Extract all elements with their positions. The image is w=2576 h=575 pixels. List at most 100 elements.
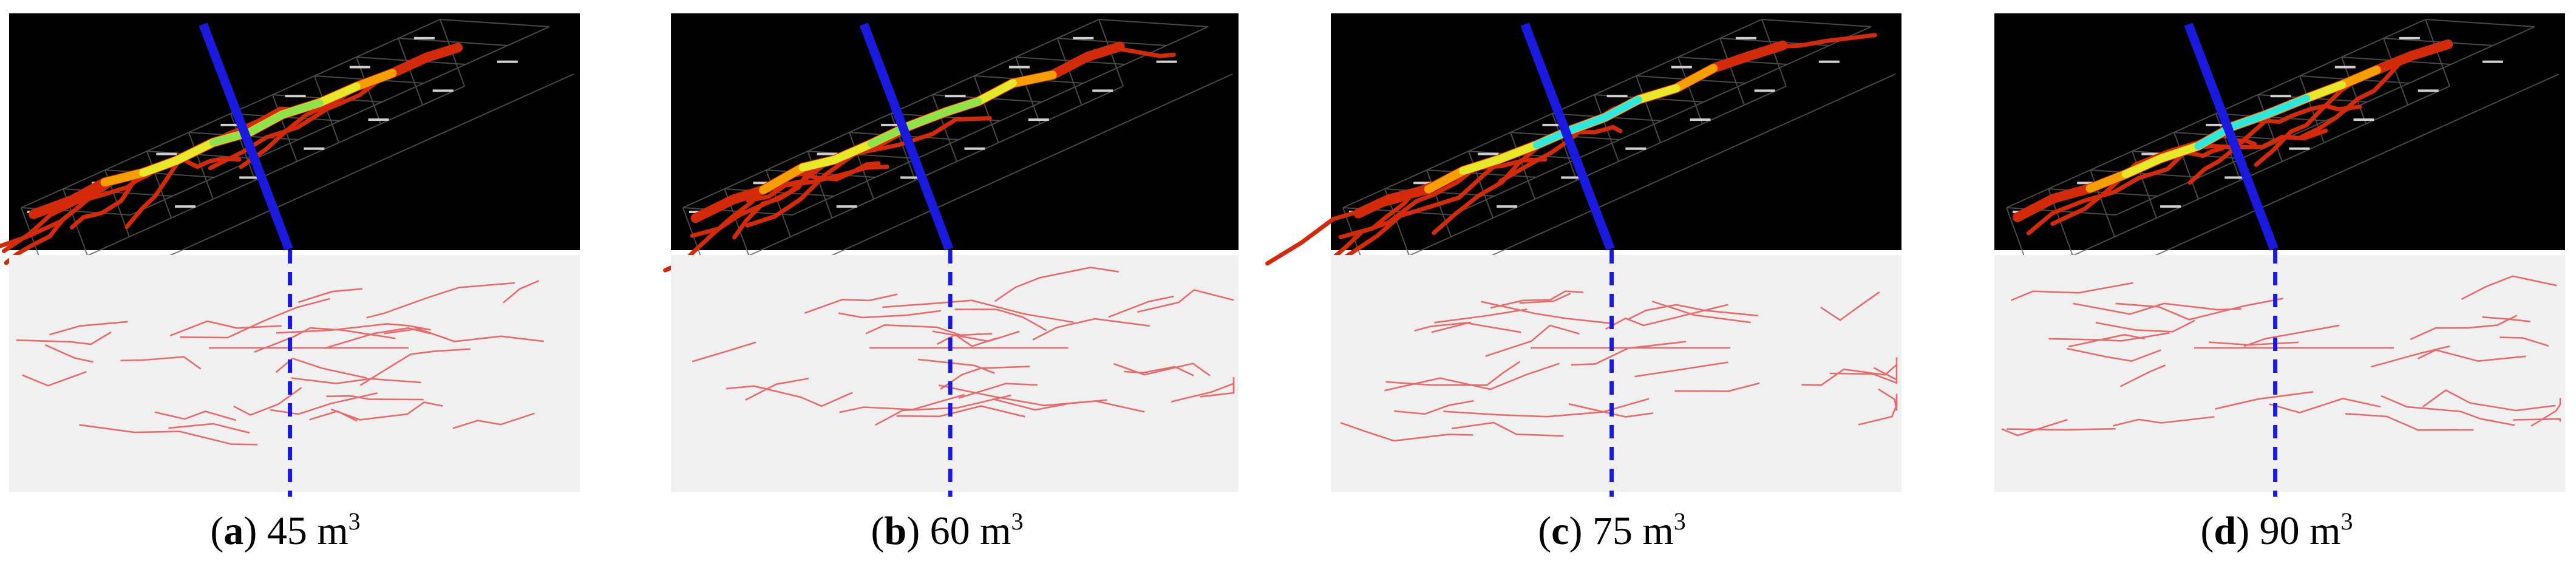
trace-line bbox=[1443, 398, 1650, 418]
trace-line bbox=[275, 357, 367, 379]
trace-line bbox=[298, 288, 362, 303]
axis-tick-mark bbox=[1028, 118, 1049, 121]
trace-line bbox=[838, 310, 941, 319]
grid-line bbox=[2383, 38, 2408, 106]
trace-line bbox=[1124, 366, 1194, 376]
trace-line bbox=[1829, 372, 1898, 384]
fracture-traces bbox=[692, 267, 1235, 426]
trace-line bbox=[49, 321, 128, 336]
axis-tick-mark bbox=[156, 152, 177, 155]
trace-line bbox=[804, 293, 898, 314]
trace-line bbox=[1434, 308, 1528, 324]
axis-tick-mark bbox=[1478, 152, 1499, 155]
wellbore-line bbox=[859, 22, 954, 251]
grid-line bbox=[1426, 169, 1537, 178]
axis-tick-mark bbox=[753, 182, 774, 185]
trace-line bbox=[324, 327, 431, 350]
fracture-branch bbox=[2254, 77, 2360, 167]
axis-tick-mark bbox=[2399, 36, 2420, 39]
trace-line bbox=[1340, 421, 1473, 442]
trace-line bbox=[1485, 324, 1580, 357]
trace-line bbox=[1414, 321, 1471, 332]
grid-edge bbox=[1476, 73, 1896, 263]
grid-line bbox=[973, 75, 999, 143]
axis-tick-mark bbox=[1092, 89, 1113, 92]
axis-tick-mark bbox=[2224, 176, 2246, 179]
trace-line bbox=[254, 327, 396, 353]
caption-unit-sup: 3 bbox=[1011, 508, 1024, 535]
grid-edge bbox=[682, 19, 1099, 208]
fracture-main-core bbox=[2194, 94, 2311, 150]
trace-line bbox=[1108, 295, 1174, 318]
trace-line bbox=[330, 401, 443, 421]
trace-line bbox=[692, 341, 756, 362]
trace-line bbox=[1571, 341, 1687, 366]
trace-line bbox=[936, 333, 997, 347]
trace-line bbox=[1873, 357, 1898, 381]
trace-line bbox=[2115, 298, 2283, 321]
caption-value: 75 m bbox=[1582, 509, 1674, 553]
trace-line bbox=[2371, 345, 2450, 368]
axis-tick-mark bbox=[1542, 123, 1563, 126]
simulation-view bbox=[671, 13, 1239, 250]
trace-line bbox=[2001, 419, 2068, 437]
trace-line bbox=[839, 393, 965, 413]
panel-c-caption: (c) 75 m3 bbox=[1327, 504, 1897, 559]
trace-line bbox=[1431, 322, 1521, 333]
axis-tick-mark bbox=[2482, 60, 2503, 63]
trace-line bbox=[502, 280, 540, 304]
panel-b bbox=[663, 13, 1239, 497]
axis-tick-mark bbox=[1073, 36, 1094, 39]
trace-line bbox=[1674, 382, 1760, 392]
grid-edge bbox=[21, 19, 441, 208]
axis-tick-mark bbox=[1606, 95, 1628, 98]
trace-line bbox=[276, 323, 431, 334]
grid-line bbox=[2090, 169, 2200, 178]
caption-close: ) bbox=[906, 509, 920, 553]
trace-line bbox=[992, 398, 1107, 411]
axis-tick-mark bbox=[2353, 118, 2374, 121]
trace-line bbox=[2007, 427, 2116, 431]
fracture-branch bbox=[732, 163, 820, 240]
caption-value: 45 m bbox=[257, 509, 348, 553]
trace-line bbox=[1628, 304, 1759, 320]
fracture-branch bbox=[745, 124, 916, 228]
trace-line bbox=[169, 320, 282, 337]
trace-line bbox=[1394, 400, 1474, 415]
axis-tick-mark bbox=[304, 147, 325, 150]
fracture-branch bbox=[1342, 150, 1514, 260]
grid-edge bbox=[130, 26, 550, 216]
trace-line bbox=[2500, 336, 2549, 347]
axis-tick-mark bbox=[2270, 95, 2291, 98]
trace-line bbox=[384, 328, 544, 342]
axis-tick-mark bbox=[1818, 60, 1840, 63]
axis-tick-mark bbox=[900, 176, 922, 179]
axis-tick-mark bbox=[285, 95, 306, 98]
fracture-branch bbox=[208, 70, 392, 171]
grid-edge bbox=[2030, 86, 2450, 275]
grid-line bbox=[1056, 38, 1082, 106]
axis-tick-mark bbox=[349, 66, 370, 69]
panel-c bbox=[1265, 13, 1901, 497]
trace-line bbox=[2095, 319, 2195, 333]
panel-d-caption: (d) 90 m3 bbox=[1991, 504, 2562, 559]
grid-line bbox=[104, 169, 215, 178]
trace-line bbox=[2269, 398, 2381, 413]
trace-line bbox=[2067, 347, 2162, 362]
grid-edge bbox=[816, 73, 1233, 263]
grid-edge bbox=[1342, 19, 1762, 208]
caption-close: ) bbox=[1569, 509, 1583, 553]
fracture-branch bbox=[2026, 143, 2194, 236]
fracture-traces bbox=[16, 280, 544, 446]
caption-open: ( bbox=[871, 509, 885, 553]
wellbore-line bbox=[1520, 22, 1615, 251]
caption-letter: c bbox=[1551, 509, 1569, 553]
wellbore-line bbox=[199, 22, 293, 251]
axis-tick-mark bbox=[964, 147, 985, 150]
trace-line bbox=[180, 298, 331, 339]
trace-line bbox=[270, 392, 378, 415]
trace-line bbox=[168, 423, 250, 434]
trace-line bbox=[726, 385, 853, 407]
axis-tick-mark bbox=[1754, 89, 1775, 92]
trace-line bbox=[2410, 315, 2518, 341]
